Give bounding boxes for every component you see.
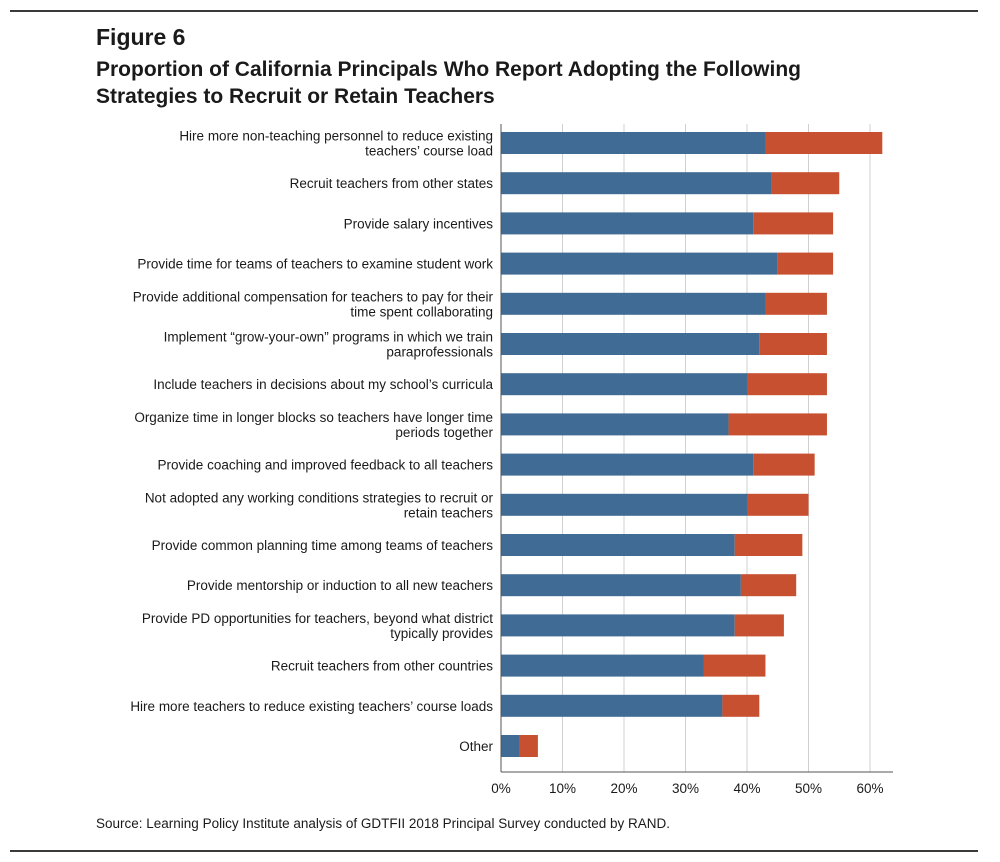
category-label: Recruit teachers from other countries [271,659,493,674]
x-tick-label: 0% [491,781,511,796]
bar-segment-series-1 [501,212,754,235]
category-label: Provide PD opportunities for teachers, b… [142,611,493,626]
bar-segment-series-1 [501,493,747,516]
title-line-2: Strategies to Recruit or Retain Teachers [96,85,495,108]
category-label: retain teachers [404,505,494,520]
category-label: time spent collaborating [350,304,493,319]
x-tick-label: 20% [610,781,637,796]
category-label: Provide time for teams of teachers to ex… [137,257,493,272]
bar-segment-series-1 [501,292,766,315]
figure-label: Figure 6 [96,24,186,50]
category-label: Implement “grow-your-own” programs in wh… [164,330,493,345]
bar-segment-series-2 [747,493,809,516]
bar-segment-series-2 [722,694,760,717]
bar-segment-series-2 [703,654,766,677]
bar-segment-series-1 [501,574,741,597]
bar-segment-series-2 [728,413,827,436]
category-label: Provide common planning time among teams… [152,538,494,553]
bar-segment-series-1 [501,172,772,195]
title-line-1: Proportion of California Principals Who … [96,58,802,81]
category-label: Include teachers in decisions about my s… [153,377,493,392]
bar-segment-series-2 [519,735,538,757]
bar-segment-series-2 [734,614,784,637]
bar-segment-series-2 [747,373,827,396]
bar-segment-series-1 [501,373,747,396]
category-label: Other [459,739,493,754]
x-tick-label: 60% [856,781,883,796]
bar-segment-series-2 [734,534,803,556]
bar-segment-series-2 [759,333,827,355]
bar-segment-series-1 [501,453,754,476]
category-label: Hire more teachers to reduce existing te… [130,699,493,714]
bar-segment-series-2 [771,172,840,195]
category-label: teachers’ course load [365,144,493,159]
bar-segment-series-1 [501,694,723,717]
bar-segment-series-2 [740,574,797,597]
category-label: Not adopted any working conditions strat… [145,490,494,505]
bar-segment-series-1 [501,333,760,355]
category-label: paraprofessionals [386,345,493,360]
bar-segment-series-2 [777,252,834,275]
category-label: Organize time in longer blocks so teache… [134,410,493,425]
bar-segment-series-1 [501,735,520,757]
top-rule [10,10,978,12]
bar-segment-series-2 [753,212,834,235]
category-label: Recruit teachers from other states [290,176,494,191]
bar-segment-series-1 [501,614,735,637]
x-tick-label: 40% [733,781,760,796]
category-label: Provide salary incentives [344,216,494,231]
bottom-rule [10,850,978,852]
category-label: Provide additional compensation for teac… [133,289,494,304]
bar-segment-series-1 [501,413,729,436]
bar-segment-series-1 [501,534,735,556]
bar-segment-series-2 [765,132,883,154]
category-label: typically provides [390,626,493,641]
x-tick-label: 50% [795,781,822,796]
x-tick-label: 30% [672,781,699,796]
bar-segment-series-1 [501,654,704,677]
bar-segment-series-1 [501,132,766,154]
bar-segment-series-2 [753,453,815,476]
x-tick-label: 10% [549,781,576,796]
source-note: Source: Learning Policy Institute analys… [96,816,671,831]
chart-title: Proportion of California Principals Who … [96,56,896,110]
category-label: periods together [395,425,493,440]
category-label: Hire more non-teaching personnel to redu… [179,129,493,144]
bar-segment-series-1 [501,252,778,275]
bar-segment-series-2 [765,292,827,315]
category-label: Provide coaching and improved feedback t… [158,458,494,473]
category-label: Provide mentorship or induction to all n… [187,578,493,593]
